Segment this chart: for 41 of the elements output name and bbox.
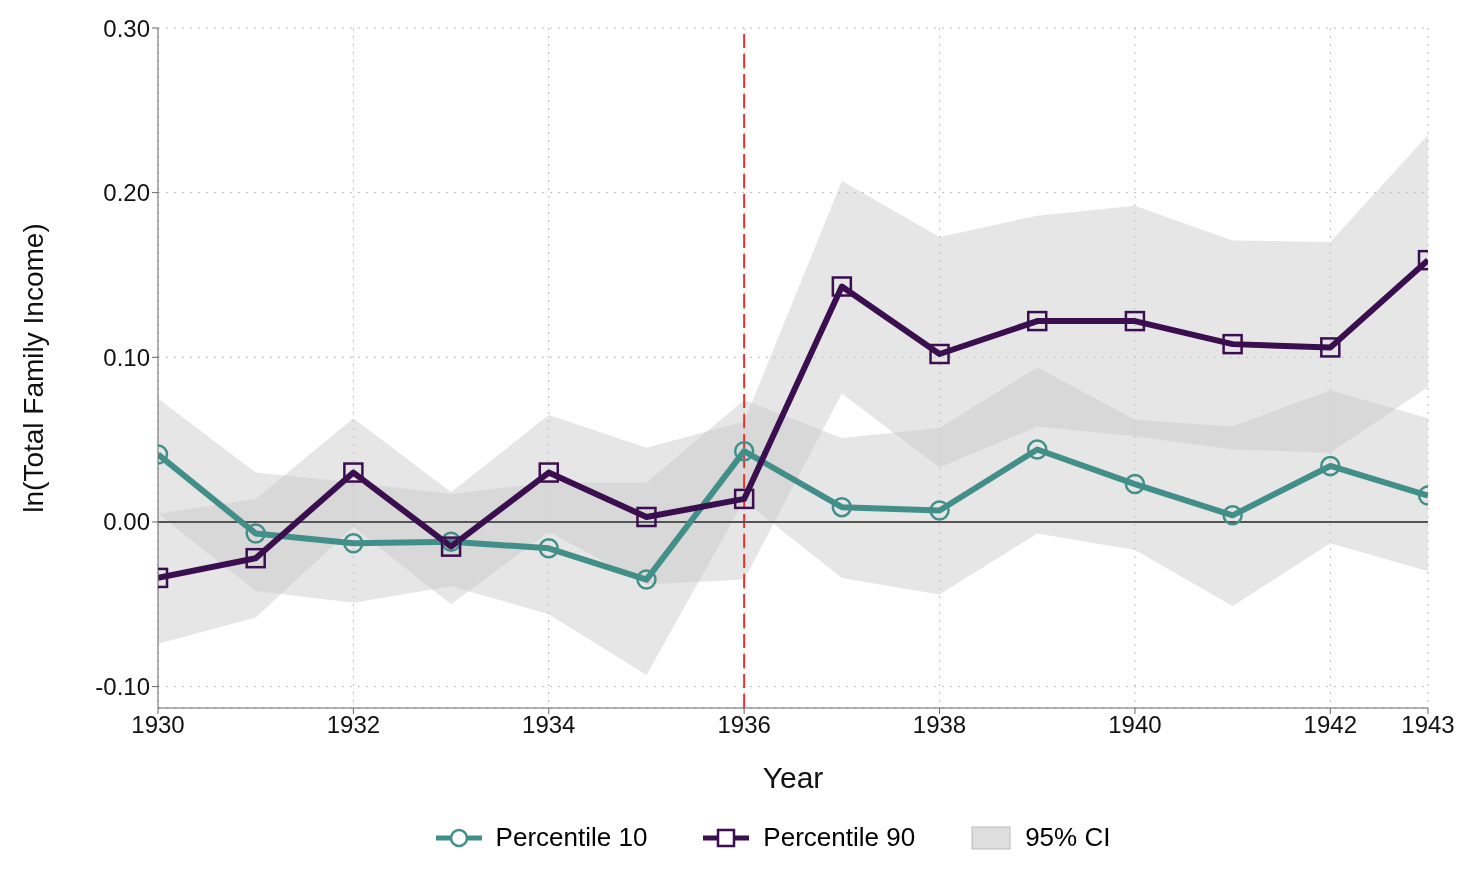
point [636, 506, 657, 528]
point [636, 569, 657, 590]
x-tick-label: 1943 [1401, 711, 1455, 739]
y-tick-label: 0.10 [103, 343, 150, 371]
point [1124, 473, 1146, 495]
x-axis-title: Year [762, 761, 824, 794]
legend-label: Percentile 10 [495, 822, 648, 853]
point [1222, 333, 1243, 355]
point [929, 500, 950, 521]
point [1320, 337, 1341, 358]
x-tick-label: 1940 [1108, 711, 1162, 739]
point [343, 533, 364, 554]
y-tick-label: 0.00 [103, 508, 150, 536]
point [733, 488, 755, 510]
point [929, 343, 950, 365]
x-tick-label: 1930 [131, 711, 185, 739]
point [1026, 439, 1048, 460]
y-axis-title: ln(Total Family Income) [17, 223, 49, 513]
point [1124, 310, 1146, 332]
x-tick-label: 1938 [912, 711, 967, 739]
point [1026, 310, 1048, 332]
x-tick-label: 1936 [717, 711, 771, 739]
legend-label: Percentile 90 [763, 822, 916, 853]
y-tick-label: 0.30 [103, 14, 150, 42]
point [245, 547, 266, 569]
text: 95% CI [1025, 822, 1111, 853]
point [831, 496, 853, 518]
y-tick-label: -0.10 [95, 673, 150, 701]
point [538, 462, 560, 483]
point [733, 440, 755, 462]
point [1320, 455, 1341, 477]
y-tick-label: 0.20 [103, 179, 150, 207]
point [1222, 505, 1243, 526]
x-tick-label: 1942 [1303, 711, 1357, 739]
point [538, 538, 560, 559]
point [245, 523, 266, 544]
x-tick-label: 1932 [326, 711, 381, 739]
point [831, 276, 853, 297]
point [440, 536, 462, 557]
point [343, 462, 364, 483]
x-tick-label: 1934 [522, 711, 576, 739]
